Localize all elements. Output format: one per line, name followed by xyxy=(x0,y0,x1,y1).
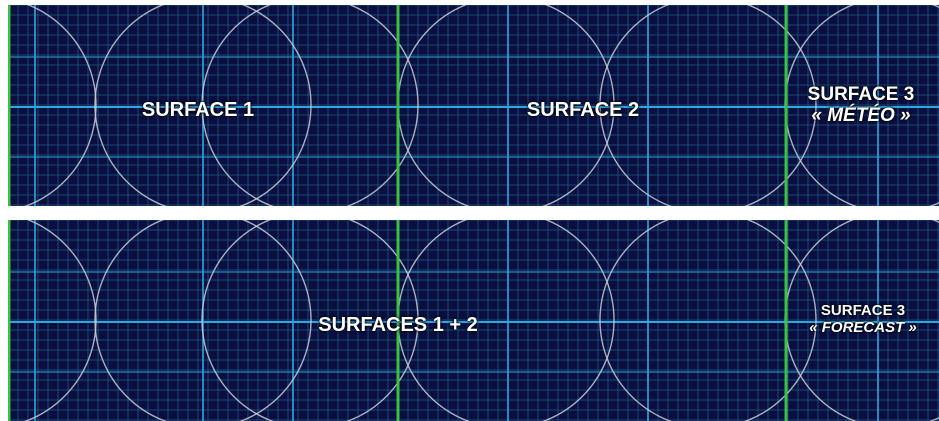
surface-3-subtitle: « FORECAST » xyxy=(809,318,917,336)
surface-circle xyxy=(24,5,97,206)
surface-3-subtitle: « MÉTÉO » xyxy=(811,105,911,127)
bottom-panel: SURFACES 1 + 2 SURFACE 3 « FORECAST » xyxy=(8,220,939,421)
surface-circle xyxy=(94,220,312,421)
surface-circle xyxy=(24,220,97,421)
surface-3-forecast-label: SURFACE 3 « FORECAST » xyxy=(788,302,938,337)
top-panel-grid xyxy=(8,5,939,206)
surface-circle xyxy=(201,220,419,421)
surface-2-label: SURFACE 2 xyxy=(526,99,640,121)
surface-1-label: SURFACE 1 xyxy=(141,99,255,121)
surface-circle xyxy=(599,220,817,421)
surface-circle xyxy=(94,5,312,206)
surface-circle xyxy=(599,5,817,206)
surfaces-1-2-label: SURFACES 1 + 2 xyxy=(318,314,478,336)
surface-circle xyxy=(201,5,419,206)
surface-3-title: SURFACE 3 xyxy=(807,84,915,105)
top-panel: SURFACE 1 SURFACE 2 SURFACE 3 « MÉTÉO » xyxy=(8,5,939,206)
surface-3-title: SURFACE 3 xyxy=(820,302,906,319)
surface-3-label: SURFACE 3 « MÉTÉO » xyxy=(786,84,936,127)
bottom-panel-grid xyxy=(8,220,939,421)
